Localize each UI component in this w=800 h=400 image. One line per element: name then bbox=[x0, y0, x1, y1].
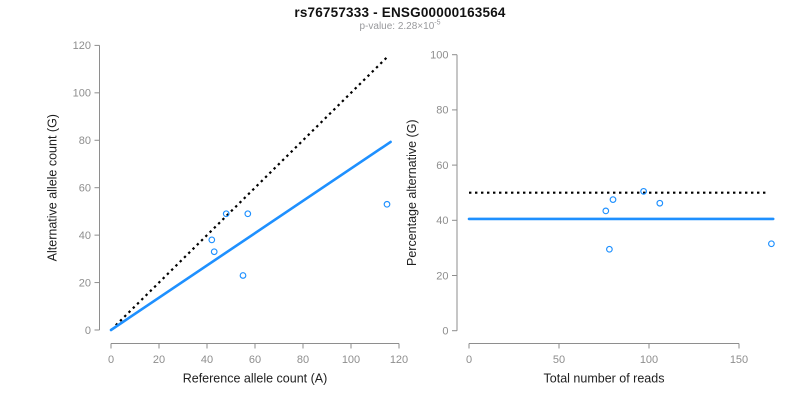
y-tick-label: 100 bbox=[73, 88, 91, 100]
x-tick-label: 50 bbox=[553, 354, 565, 366]
figure-subtitle: p-value: 2.28×10-5 bbox=[0, 19, 800, 32]
y-tick-label: 60 bbox=[79, 182, 91, 194]
x-tick-label: 60 bbox=[249, 354, 261, 366]
y-tick-label: 80 bbox=[79, 135, 91, 147]
x-tick-label: 80 bbox=[297, 354, 309, 366]
y-axis-title: Alternative allele count (G) bbox=[46, 114, 60, 261]
y-tick-label: 120 bbox=[73, 40, 91, 52]
data-point bbox=[208, 236, 216, 244]
x-tick-label: 40 bbox=[201, 354, 213, 366]
y-tick-label: 0 bbox=[442, 326, 448, 338]
x-tick-label: 0 bbox=[108, 354, 114, 366]
figure-title: rs76757333 - ENSG00000163564 bbox=[294, 5, 506, 20]
y-tick-label: 40 bbox=[436, 215, 448, 227]
data-point bbox=[383, 200, 391, 208]
pvalue-text: p-value: 2.28×10 bbox=[359, 21, 435, 32]
x-tick-label: 150 bbox=[730, 354, 748, 366]
data-point bbox=[606, 245, 613, 253]
x-tick-label: 120 bbox=[390, 354, 408, 366]
pvalue-exponent: -5 bbox=[434, 19, 441, 27]
data-point bbox=[768, 240, 775, 248]
identity-line bbox=[115, 56, 388, 327]
y-axis-title: Percentage alternative (G) bbox=[405, 119, 419, 266]
y-tick-label: 0 bbox=[85, 325, 91, 337]
x-tick-label: 0 bbox=[466, 354, 472, 366]
y-tick-label: 60 bbox=[436, 160, 448, 172]
data-point bbox=[609, 196, 617, 203]
y-tick-label: 40 bbox=[79, 230, 91, 242]
data-point bbox=[222, 210, 230, 218]
data-point bbox=[244, 210, 252, 218]
data-point bbox=[602, 207, 610, 215]
data-point bbox=[210, 248, 218, 256]
y-tick-label: 20 bbox=[436, 270, 448, 282]
x-tick-label: 20 bbox=[153, 354, 165, 366]
x-tick-label: 100 bbox=[640, 354, 658, 366]
fit-line bbox=[109, 140, 392, 332]
data-point bbox=[239, 272, 247, 279]
y-tick-label: 100 bbox=[430, 50, 448, 62]
data-point bbox=[656, 199, 664, 207]
data-point bbox=[640, 187, 647, 195]
y-tick-label: 20 bbox=[79, 277, 91, 289]
y-tick-label: 80 bbox=[436, 105, 448, 117]
x-axis-title: Reference allele count (A) bbox=[183, 372, 328, 386]
x-axis-title: Total number of reads bbox=[544, 372, 665, 386]
x-tick-label: 100 bbox=[342, 354, 360, 366]
